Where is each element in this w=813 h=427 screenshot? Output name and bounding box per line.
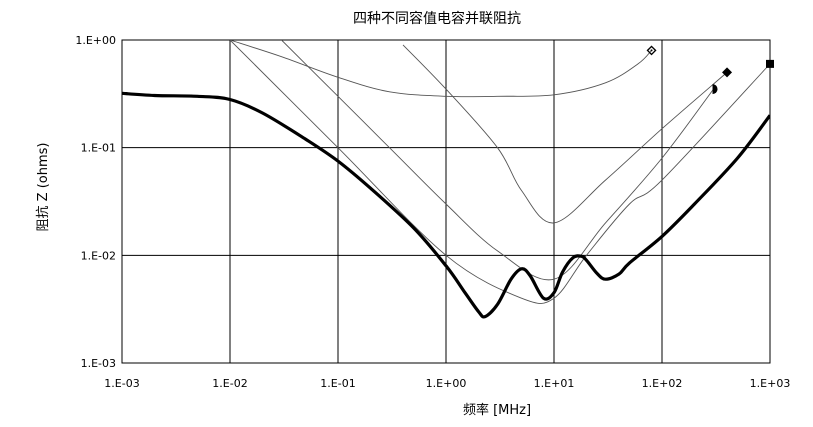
y-tick-label: 1.E-02 <box>81 249 116 262</box>
x-tick-label: 1.E+03 <box>750 377 791 390</box>
x-tick-label: 1.E+00 <box>426 377 467 390</box>
series-line-3 <box>402 44 728 224</box>
x-tick-label: 1.E+01 <box>534 377 575 390</box>
series-layer <box>122 40 770 319</box>
tick-labels: 1.E-03 1.E-02 1.E-01 1.E+00 1.E+01 1.E+02 1.E+… <box>75 34 790 390</box>
series-line-1 <box>229 40 652 98</box>
x-tick-label: 1.E-01 <box>320 377 355 390</box>
plot-frame <box>121 39 771 364</box>
series-line-total <box>122 91 770 319</box>
series-marker-half-circle <box>712 84 718 95</box>
series-marker-square <box>766 59 774 68</box>
series-line-2 <box>281 40 714 281</box>
x-tick-label: 1.E-02 <box>212 377 247 390</box>
x-tick-label: 1.E-03 <box>104 377 139 390</box>
series-line-4 <box>229 40 770 304</box>
y-tick-label: 1.E-03 <box>81 357 116 370</box>
x-axis-label: 频率 [MHz] <box>463 402 531 418</box>
markers <box>646 45 774 95</box>
x-tick-label: 1.E+02 <box>642 377 683 390</box>
series-marker-diamond <box>722 67 733 78</box>
series-marker-diamond-outline <box>646 45 657 56</box>
y-tick-label: 1.E-01 <box>81 142 116 155</box>
y-axis-label: 阻抗 Z (ohms) <box>36 143 51 232</box>
chart-title: 四种不同容值电容并联阻抗 <box>353 10 521 27</box>
y-tick-label: 1.E+00 <box>75 34 116 47</box>
